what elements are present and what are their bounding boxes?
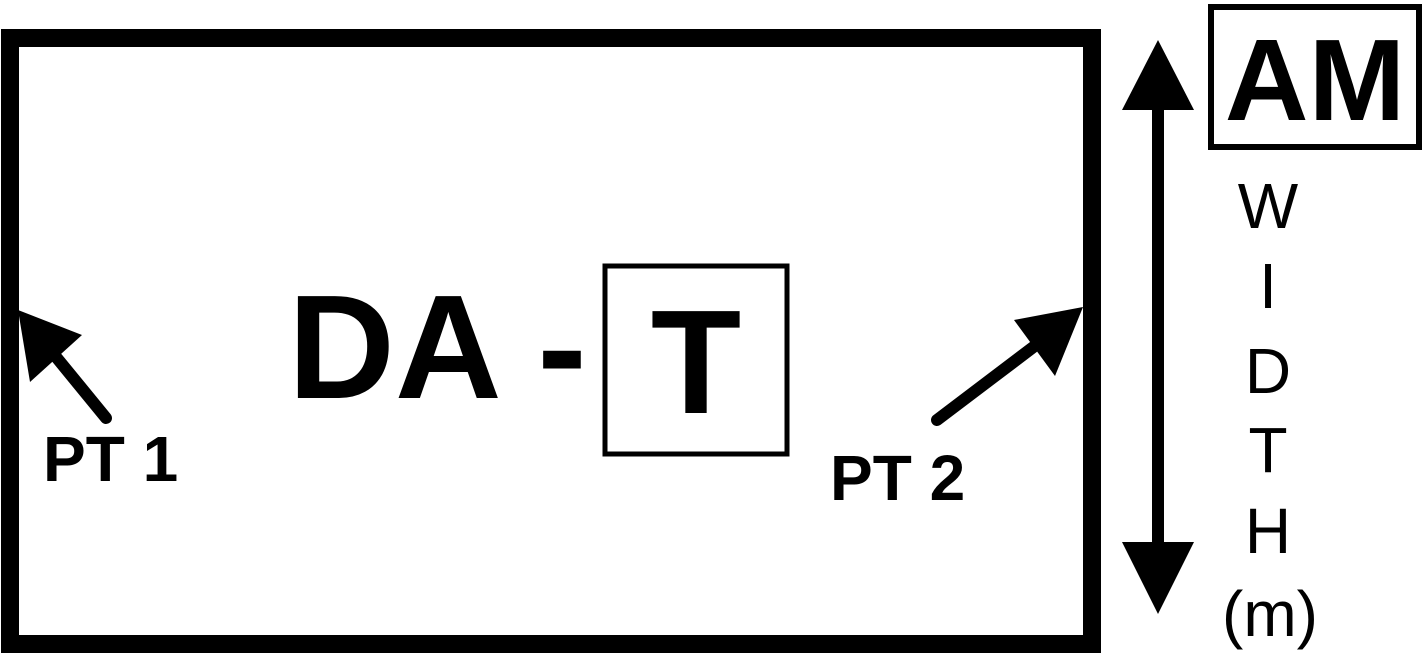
width-letter-i: I xyxy=(1259,250,1277,322)
am-box-frame xyxy=(1208,4,1422,150)
boxed-label-frame xyxy=(602,263,790,457)
pt1-label: PT 1 xyxy=(43,423,178,495)
pt2-arrow xyxy=(931,307,1083,426)
boxed-label: T xyxy=(651,280,741,445)
width-letter-w: W xyxy=(1238,170,1299,242)
pt2-label: PT 2 xyxy=(830,442,965,514)
main-label: DA - xyxy=(288,265,587,430)
outer-rectangle xyxy=(1,29,1101,653)
width-double-arrow xyxy=(1122,40,1194,614)
width-unit: (m) xyxy=(1222,578,1318,650)
width-letter-h: H xyxy=(1245,495,1291,567)
width-letter-t: T xyxy=(1248,414,1287,486)
width-letter-d: D xyxy=(1245,335,1291,407)
am-box-label: AM xyxy=(1225,15,1405,145)
pt1-arrow xyxy=(18,310,112,424)
